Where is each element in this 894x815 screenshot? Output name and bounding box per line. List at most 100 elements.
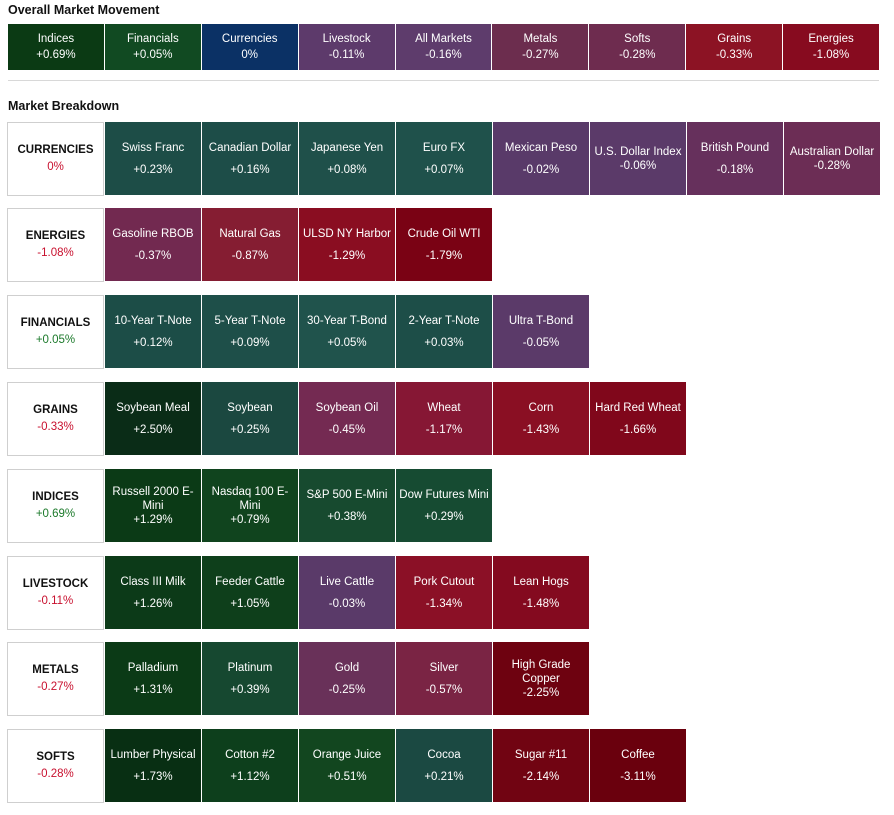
market-name: 2-Year T-Note: [408, 314, 480, 327]
market-tile-palladium[interactable]: Palladium +1.31%: [105, 642, 201, 715]
market-name: Russell 2000 E-Mini: [112, 485, 194, 512]
market-change: -1.29%: [328, 249, 366, 262]
market-tile-u-s-dollar-index[interactable]: U.S. Dollar Index -0.06%: [590, 122, 686, 195]
market-tile-dow-futures-mini[interactable]: Dow Futures Mini +0.29%: [396, 469, 492, 542]
overall-tile-label: Energies: [808, 33, 854, 45]
market-tile-mexican-peso[interactable]: Mexican Peso -0.02%: [493, 122, 589, 195]
market-tile-gold[interactable]: Gold -0.25%: [299, 642, 395, 715]
market-change: +0.07%: [424, 163, 464, 176]
market-tile-lumber-physical[interactable]: Lumber Physical +1.73%: [105, 729, 201, 802]
overall-market-row: Indices +0.69% Financials +0.05% Currencies 0…: [8, 24, 880, 70]
market-change: -1.17%: [425, 423, 463, 436]
market-tile-euro-fx[interactable]: Euro FX +0.07%: [396, 122, 492, 195]
overall-tile-indices[interactable]: Indices +0.69%: [8, 24, 104, 70]
market-name: ULSD NY Harbor: [303, 227, 391, 240]
market-tile-30-year-t-bond[interactable]: 30-Year T-Bond +0.05%: [299, 295, 395, 368]
sector-summary-indices[interactable]: INDICES +0.69%: [7, 469, 104, 543]
overall-tile-softs[interactable]: Softs -0.28%: [589, 24, 686, 70]
overall-tile-financials[interactable]: Financials +0.05%: [104, 24, 201, 70]
market-name: Gasoline RBOB: [112, 227, 194, 240]
market-tile-british-pound[interactable]: British Pound -0.18%: [687, 122, 783, 195]
market-tile-russell-2000-e-mini[interactable]: Russell 2000 E-Mini +1.29%: [105, 469, 201, 542]
market-tile-australian-dollar[interactable]: Australian Dollar -0.28%: [784, 122, 880, 195]
sector-summary-energies[interactable]: ENERGIES -1.08%: [7, 208, 104, 282]
market-name: Lean Hogs: [513, 575, 569, 588]
market-tile-soybean-meal[interactable]: Soybean Meal +2.50%: [105, 382, 201, 455]
market-name: U.S. Dollar Index: [594, 145, 682, 158]
market-tile-2-year-t-note[interactable]: 2-Year T-Note +0.03%: [396, 295, 492, 368]
sector-change: -0.27%: [37, 681, 74, 693]
market-name: Natural Gas: [219, 227, 281, 240]
overall-tile-currencies[interactable]: Currencies 0%: [201, 24, 298, 70]
market-tile-5-year-t-note[interactable]: 5-Year T-Note +0.09%: [202, 295, 298, 368]
market-tile-sandp-500-e-mini[interactable]: S&P 500 E-Mini +0.38%: [299, 469, 395, 542]
market-tile-swiss-franc[interactable]: Swiss Franc +0.23%: [105, 122, 201, 195]
market-change: +0.23%: [133, 163, 173, 176]
overall-tile-all-markets[interactable]: All Markets -0.16%: [395, 24, 492, 70]
market-name: Cotton #2: [225, 748, 275, 761]
market-tile-high-grade-copper[interactable]: High Grade Copper -2.25%: [493, 642, 589, 715]
sector-summary-livestock[interactable]: LIVESTOCK -0.11%: [7, 556, 104, 630]
market-tile-nasdaq-100-e-mini[interactable]: Nasdaq 100 E-Mini +0.79%: [202, 469, 298, 542]
market-change: +2.50%: [133, 423, 173, 436]
sector-summary-financials[interactable]: FINANCIALS +0.05%: [7, 295, 104, 369]
sector-tiles: Gasoline RBOB -0.37% Natural Gas -0.87% ULSD…: [105, 208, 492, 281]
market-tile-platinum[interactable]: Platinum +0.39%: [202, 642, 298, 715]
market-change: +1.05%: [230, 597, 270, 610]
market-change: -0.05%: [522, 336, 560, 349]
sector-name: LIVESTOCK: [22, 578, 89, 590]
overall-tile-energies[interactable]: Energies -1.08%: [783, 24, 880, 70]
market-tile-soybean-oil[interactable]: Soybean Oil -0.45%: [299, 382, 395, 455]
market-tile-lean-hogs[interactable]: Lean Hogs -1.48%: [493, 556, 589, 629]
market-tile-ulsd-ny-harbor[interactable]: ULSD NY Harbor -1.29%: [299, 208, 395, 281]
overall-tile-grains[interactable]: Grains -0.33%: [686, 24, 783, 70]
market-name: S&P 500 E-Mini: [306, 488, 388, 501]
market-tile-cotton-2[interactable]: Cotton #2 +1.12%: [202, 729, 298, 802]
market-tile-orange-juice[interactable]: Orange Juice +0.51%: [299, 729, 395, 802]
market-name: Platinum: [227, 661, 273, 674]
overall-tile-livestock[interactable]: Livestock -0.11%: [298, 24, 395, 70]
market-name: Australian Dollar: [789, 145, 875, 158]
market-change: +0.21%: [424, 770, 464, 783]
sector-change: -0.33%: [37, 421, 74, 433]
market-tile-cocoa[interactable]: Cocoa +0.21%: [396, 729, 492, 802]
sector-change: 0%: [47, 161, 64, 173]
market-tile-crude-oil-wti[interactable]: Crude Oil WTI -1.79%: [396, 208, 492, 281]
market-tile-natural-gas[interactable]: Natural Gas -0.87%: [202, 208, 298, 281]
market-tile-soybean[interactable]: Soybean +0.25%: [202, 382, 298, 455]
market-tile-feeder-cattle[interactable]: Feeder Cattle +1.05%: [202, 556, 298, 629]
market-tile-wheat[interactable]: Wheat -1.17%: [396, 382, 492, 455]
overall-tile-change: -1.08%: [812, 49, 850, 61]
sector-summary-metals[interactable]: METALS -0.27%: [7, 642, 104, 716]
sector-summary-grains[interactable]: GRAINS -0.33%: [7, 382, 104, 456]
sector-summary-currencies[interactable]: CURRENCIES 0%: [7, 122, 104, 196]
market-tile-sugar-11[interactable]: Sugar #11 -2.14%: [493, 729, 589, 802]
market-tile-class-iii-milk[interactable]: Class III Milk +1.26%: [105, 556, 201, 629]
market-tile-10-year-t-note[interactable]: 10-Year T-Note +0.12%: [105, 295, 201, 368]
market-name: Gold: [334, 661, 360, 674]
market-tile-hard-red-wheat[interactable]: Hard Red Wheat -1.66%: [590, 382, 686, 455]
market-tile-ultra-t-bond[interactable]: Ultra T-Bond -0.05%: [493, 295, 589, 368]
market-tile-pork-cutout[interactable]: Pork Cutout -1.34%: [396, 556, 492, 629]
overall-tile-label: Softs: [624, 33, 651, 45]
market-tile-coffee[interactable]: Coffee -3.11%: [590, 729, 686, 802]
market-tile-corn[interactable]: Corn -1.43%: [493, 382, 589, 455]
market-change: -0.57%: [425, 683, 463, 696]
market-tile-gasoline-rbob[interactable]: Gasoline RBOB -0.37%: [105, 208, 201, 281]
sector-summary-softs[interactable]: SOFTS -0.28%: [7, 729, 104, 803]
market-change: +0.38%: [327, 510, 367, 523]
market-change: -0.18%: [716, 163, 754, 176]
market-change: +0.25%: [230, 423, 270, 436]
market-name: Swiss Franc: [121, 141, 185, 154]
market-tile-live-cattle[interactable]: Live Cattle -0.03%: [299, 556, 395, 629]
overall-tile-change: -0.33%: [715, 49, 753, 61]
market-name: 10-Year T-Note: [114, 314, 192, 327]
sector-name: GRAINS: [33, 404, 78, 416]
market-breakdown-heading: Market Breakdown: [8, 99, 120, 113]
market-tile-japanese-yen[interactable]: Japanese Yen +0.08%: [299, 122, 395, 195]
market-tile-canadian-dollar[interactable]: Canadian Dollar +0.16%: [202, 122, 298, 195]
overall-tile-metals[interactable]: Metals -0.27%: [492, 24, 589, 70]
market-tile-silver[interactable]: Silver -0.57%: [396, 642, 492, 715]
overall-tile-label: Indices: [37, 33, 75, 45]
market-name: Wheat: [427, 401, 461, 414]
